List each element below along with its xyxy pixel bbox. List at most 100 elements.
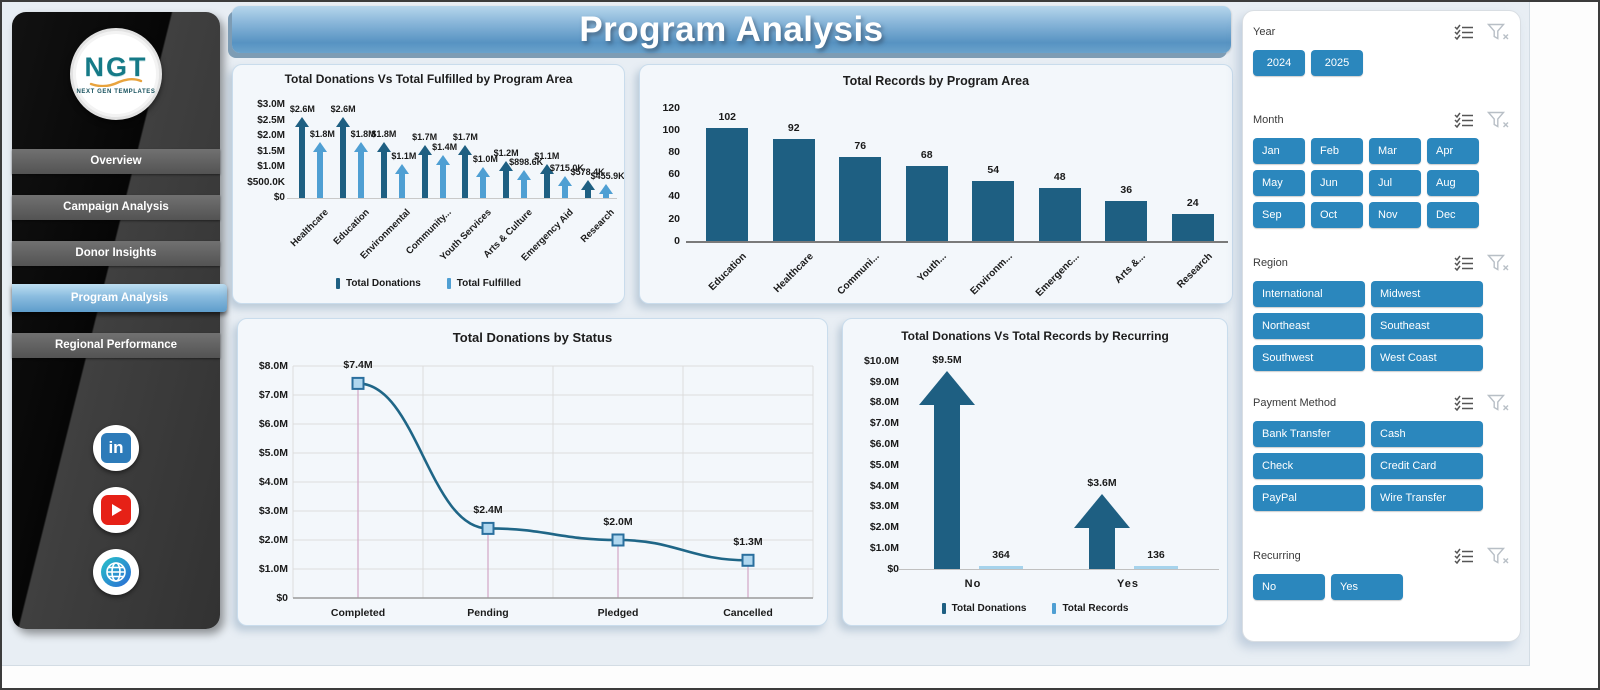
multi-select-icon[interactable]: [1454, 255, 1474, 271]
multi-select-icon[interactable]: [1454, 548, 1474, 564]
bar[interactable]: [839, 156, 882, 241]
multi-select-icon[interactable]: [1454, 112, 1474, 128]
arrow-head: [336, 117, 351, 128]
fulfilled-arrow[interactable]: [435, 154, 450, 198]
filter-option-west-coast[interactable]: West Coast: [1371, 345, 1483, 371]
donations-arrow[interactable]: [376, 142, 391, 198]
sidebar-item-program-analysis[interactable]: Program Analysis: [12, 284, 227, 312]
filter-option-paypal[interactable]: PayPal: [1253, 485, 1365, 511]
chart-title: Total Records by Program Area: [842, 74, 1030, 88]
filter-option-check[interactable]: Check: [1253, 453, 1365, 479]
arrow-shaft: [358, 151, 365, 198]
bar[interactable]: [1171, 214, 1214, 241]
slicer-header-icons: [1454, 23, 1511, 41]
donations-arrow[interactable]: [499, 160, 514, 198]
bar[interactable]: [772, 139, 815, 241]
filter-option-cash[interactable]: Cash: [1371, 421, 1483, 447]
donations-arrow[interactable]: [539, 163, 554, 198]
fulfilled-arrow[interactable]: [517, 170, 532, 198]
fulfilled-arrow[interactable]: [313, 142, 328, 198]
multi-select-icon[interactable]: [1454, 24, 1474, 40]
line-series[interactable]: [357, 382, 749, 562]
filter-option-2025[interactable]: 2025: [1311, 50, 1363, 76]
bar[interactable]: [972, 181, 1015, 241]
filter-option-feb[interactable]: Feb: [1311, 138, 1363, 164]
records-bar[interactable]: [979, 566, 1023, 569]
linkedin-icon[interactable]: in: [93, 425, 139, 471]
donations-arrow[interactable]: [458, 145, 473, 198]
slicer-header-icons: [1454, 111, 1511, 129]
fulfilled-arrow[interactable]: [598, 183, 613, 198]
youtube-icon[interactable]: [93, 487, 139, 533]
clear-filter-icon[interactable]: [1487, 111, 1509, 129]
filter-option-yes[interactable]: Yes: [1331, 574, 1403, 600]
filter-option-international[interactable]: International: [1253, 281, 1365, 307]
arrow-shaft: [340, 126, 347, 198]
clear-filter-icon[interactable]: [1487, 254, 1509, 272]
legend-label: Total Donations: [345, 278, 421, 289]
bar[interactable]: [706, 127, 749, 241]
filter-option-jul[interactable]: Jul: [1369, 170, 1421, 196]
fulfilled-arrow[interactable]: [394, 163, 409, 198]
filter-option-northeast[interactable]: Northeast: [1253, 313, 1365, 339]
data-label: 92: [787, 122, 800, 135]
sidebar-item-overview[interactable]: Overview: [12, 149, 220, 174]
filter-option-sep[interactable]: Sep: [1253, 202, 1305, 228]
filter-option-mar[interactable]: Mar: [1369, 138, 1421, 164]
filter-option-may[interactable]: May: [1253, 170, 1305, 196]
page-header-banner: Program Analysis: [232, 6, 1231, 53]
arrow-head: [354, 142, 369, 153]
clear-filter-icon[interactable]: [1487, 547, 1509, 565]
arrow-head: [499, 160, 514, 171]
filter-option-dec[interactable]: Dec: [1427, 202, 1479, 228]
line-marker[interactable]: [741, 553, 755, 567]
slicer-header-icons: [1454, 394, 1511, 412]
fulfilled-arrow[interactable]: [354, 142, 369, 198]
arrow-head: [476, 167, 491, 177]
y-tick-label: $500.0K: [247, 176, 285, 188]
donations-arrow[interactable]: [919, 371, 975, 569]
filter-option-aug[interactable]: Aug: [1427, 170, 1479, 196]
donations-arrow[interactable]: [295, 117, 310, 198]
filter-option-jan[interactable]: Jan: [1253, 138, 1305, 164]
filter-option-no[interactable]: No: [1253, 574, 1325, 600]
y-tick-label: 100: [662, 123, 680, 136]
y-tick-label: 80: [668, 146, 680, 159]
bar[interactable]: [1105, 201, 1148, 241]
sidebar-item-campaign-analysis[interactable]: Campaign Analysis: [12, 195, 220, 220]
donations-arrow[interactable]: [580, 180, 595, 198]
sidebar-item-donor-insights[interactable]: Donor Insights: [12, 241, 220, 266]
filter-option-southwest[interactable]: Southwest: [1253, 345, 1365, 371]
bar[interactable]: [1038, 187, 1081, 241]
records-bar[interactable]: [1134, 566, 1178, 569]
clear-filter-icon[interactable]: [1487, 23, 1509, 41]
filter-option-nov[interactable]: Nov: [1369, 202, 1421, 228]
filter-option-midwest[interactable]: Midwest: [1371, 281, 1483, 307]
filter-option-credit-card[interactable]: Credit Card: [1371, 453, 1483, 479]
line-marker[interactable]: [611, 533, 625, 547]
bar[interactable]: [905, 165, 948, 241]
arrow-shaft: [934, 404, 960, 569]
filter-option-oct[interactable]: Oct: [1311, 202, 1363, 228]
line-marker[interactable]: [351, 376, 365, 390]
filter-option-2024[interactable]: 2024: [1253, 50, 1305, 76]
data-label: 36: [1120, 184, 1133, 197]
line-marker[interactable]: [481, 521, 495, 535]
donations-arrow[interactable]: [1074, 494, 1130, 569]
filter-option-jun[interactable]: Jun: [1311, 170, 1363, 196]
donations-arrow[interactable]: [417, 145, 432, 198]
filter-option-apr[interactable]: Apr: [1427, 138, 1479, 164]
donations-arrow[interactable]: [336, 117, 351, 198]
clear-filter-icon[interactable]: [1487, 394, 1509, 412]
filter-option-southeast[interactable]: Southeast: [1371, 313, 1483, 339]
fulfilled-arrow[interactable]: [476, 167, 491, 198]
filter-option-wire-transfer[interactable]: Wire Transfer: [1371, 485, 1483, 511]
globe-icon[interactable]: [93, 549, 139, 595]
slicer-options: No Yes: [1253, 574, 1489, 600]
arrow-shaft: [561, 184, 568, 198]
fulfilled-arrow[interactable]: [557, 175, 572, 198]
sidebar-item-regional-performance[interactable]: Regional Performance: [12, 333, 220, 358]
data-label: $1.8M: [350, 129, 376, 140]
filter-option-bank-transfer[interactable]: Bank Transfer: [1253, 421, 1365, 447]
multi-select-icon[interactable]: [1454, 395, 1474, 411]
